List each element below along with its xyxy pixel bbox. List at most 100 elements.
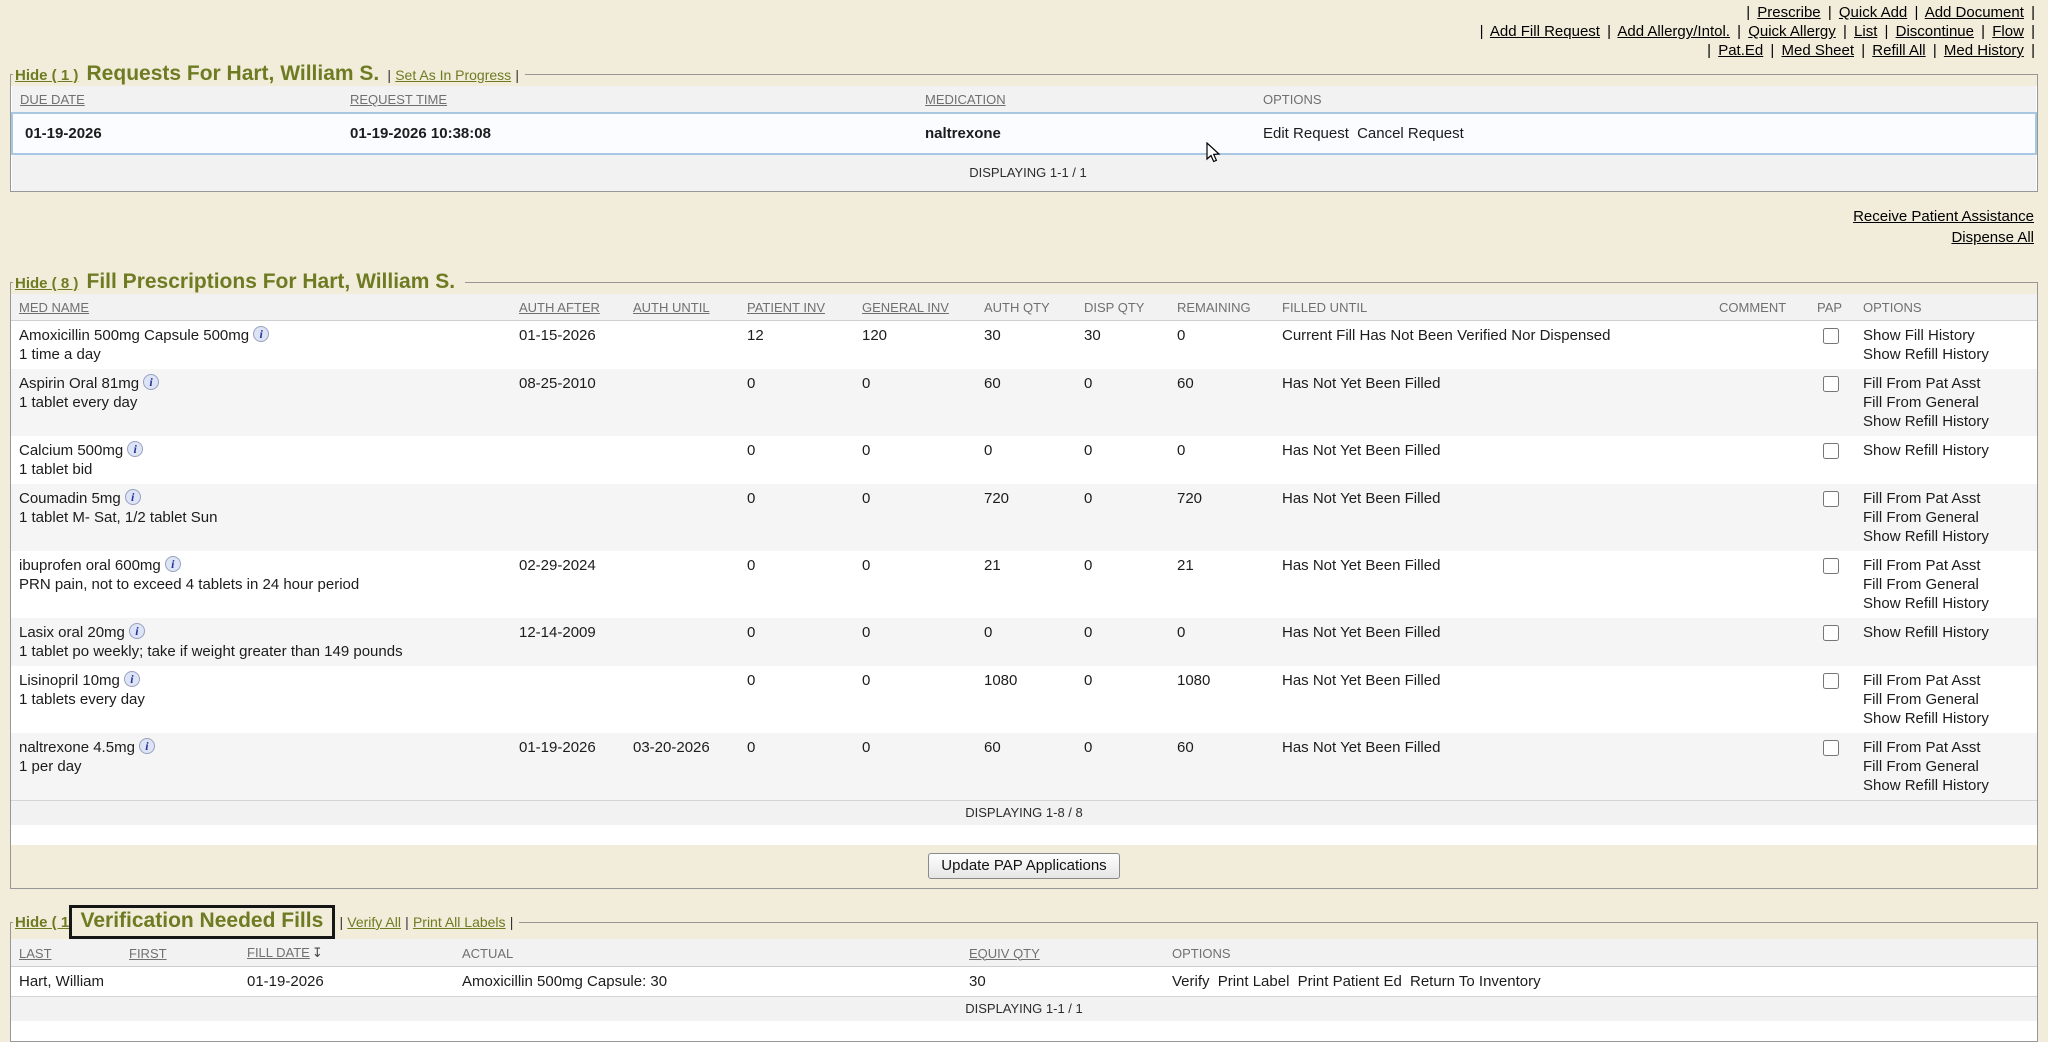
info-icon[interactable]: i bbox=[125, 489, 141, 505]
nav-list-link[interactable]: List bbox=[1854, 23, 1877, 40]
med-name[interactable]: Lisinopril 10mg bbox=[19, 672, 120, 689]
fill-from-pat-asst-link[interactable]: Fill From Pat Asst bbox=[1863, 671, 2031, 690]
info-icon[interactable]: i bbox=[124, 671, 140, 687]
med-name[interactable]: Calcium 500mg bbox=[19, 442, 123, 459]
pap-checkbox[interactable] bbox=[1823, 625, 1839, 641]
update-pap-applications-button[interactable]: Update PAP Applications bbox=[928, 853, 1119, 879]
med-name[interactable]: Amoxicillin 500mg Capsule 500mg bbox=[19, 327, 249, 344]
pap-checkbox[interactable] bbox=[1823, 740, 1839, 756]
verify-all-link[interactable]: Verify All bbox=[347, 914, 401, 930]
nav-add-allergy-link[interactable]: Add Allergy/Intol. bbox=[1617, 23, 1730, 40]
col-auth-until[interactable]: AUTH UNTIL bbox=[625, 294, 739, 321]
nav-discontinue-link[interactable]: Discontinue bbox=[1896, 23, 1974, 40]
fill-from-pat-asst-link[interactable]: Fill From Pat Asst bbox=[1863, 489, 2031, 508]
col-med-name[interactable]: MED NAME bbox=[11, 294, 511, 321]
nav-refill-all-link[interactable]: Refill All bbox=[1872, 42, 1925, 59]
auth-after-cell bbox=[511, 436, 625, 484]
comment-cell bbox=[1711, 618, 1809, 666]
col-first[interactable]: FIRST bbox=[121, 939, 239, 967]
receive-patient-assistance-link[interactable]: Receive Patient Assistance bbox=[0, 206, 2034, 227]
show-refill-history-link[interactable]: Show Refill History bbox=[1863, 776, 2031, 795]
info-icon[interactable]: i bbox=[129, 623, 145, 639]
auth-after-cell: 12-14-2009 bbox=[511, 618, 625, 666]
med-name[interactable]: ibuprofen oral 600mg bbox=[19, 557, 161, 574]
info-icon[interactable]: i bbox=[139, 738, 155, 754]
fill-from-pat-asst-link[interactable]: Fill From Pat Asst bbox=[1863, 738, 2031, 757]
med-name[interactable]: naltrexone 4.5mg bbox=[19, 739, 135, 756]
auth-after-cell bbox=[511, 484, 625, 551]
nav-pated-link[interactable]: Pat.Ed bbox=[1718, 42, 1763, 59]
col-patient-inv[interactable]: PATIENT INV bbox=[739, 294, 854, 321]
pap-checkbox[interactable] bbox=[1823, 558, 1839, 574]
col-due-date[interactable]: DUE DATE bbox=[12, 86, 342, 113]
fill-from-general-link[interactable]: Fill From General bbox=[1863, 690, 2031, 709]
nav-add-fill-request-link[interactable]: Add Fill Request bbox=[1490, 23, 1600, 40]
col-request-time[interactable]: REQUEST TIME bbox=[342, 86, 917, 113]
set-as-in-progress-link[interactable]: Set As In Progress bbox=[395, 67, 511, 83]
return-to-inventory-link[interactable]: Return To Inventory bbox=[1410, 973, 1541, 990]
show-refill-history-link[interactable]: Show Refill History bbox=[1863, 623, 2031, 642]
pap-checkbox[interactable] bbox=[1823, 491, 1839, 507]
med-name[interactable]: Lasix oral 20mg bbox=[19, 624, 125, 641]
nav-add-document-link[interactable]: Add Document bbox=[1925, 4, 2024, 21]
right-links: Receive Patient Assistance Dispense All bbox=[0, 192, 2048, 248]
pap-checkbox[interactable] bbox=[1823, 673, 1839, 689]
nav-prescribe-link[interactable]: Prescribe bbox=[1757, 4, 1820, 21]
info-icon[interactable]: i bbox=[143, 374, 159, 390]
pap-checkbox[interactable] bbox=[1823, 328, 1839, 344]
fill-from-pat-asst-link[interactable]: Fill From Pat Asst bbox=[1863, 556, 2031, 575]
show-refill-history-link[interactable]: Show Refill History bbox=[1863, 441, 2031, 460]
info-icon[interactable]: i bbox=[127, 441, 143, 457]
nav-med-history-link[interactable]: Med History bbox=[1944, 42, 2024, 59]
show-refill-history-link[interactable]: Show Refill History bbox=[1863, 345, 2031, 364]
col-equiv-qty[interactable]: EQUIV QTY bbox=[961, 939, 1164, 967]
disp-qty-cell: 0 bbox=[1076, 733, 1169, 801]
info-icon[interactable]: i bbox=[165, 556, 181, 572]
fill-from-general-link[interactable]: Fill From General bbox=[1863, 508, 2031, 527]
nav-med-sheet-link[interactable]: Med Sheet bbox=[1781, 42, 1854, 59]
pap-checkbox[interactable] bbox=[1823, 443, 1839, 459]
verify-header-row: LAST FIRST FILL DATE↧ ACTUAL EQUIV QTY O… bbox=[11, 939, 2037, 967]
verify-options-cell: Verify Print Label Print Patient Ed Retu… bbox=[1164, 967, 2037, 997]
pap-checkbox[interactable] bbox=[1823, 376, 1839, 392]
nav-flow-link[interactable]: Flow bbox=[1992, 23, 2024, 40]
col-medication[interactable]: MEDICATION bbox=[917, 86, 1255, 113]
col-auth-after[interactable]: AUTH AFTER bbox=[511, 294, 625, 321]
dispense-all-link[interactable]: Dispense All bbox=[0, 227, 2034, 248]
request-row[interactable]: 01-19-2026 01-19-2026 10:38:08 naltrexon… bbox=[12, 113, 2036, 154]
pap-cell bbox=[1809, 484, 1855, 551]
col-general-inv[interactable]: GENERAL INV bbox=[854, 294, 976, 321]
fill-from-general-link[interactable]: Fill From General bbox=[1863, 757, 2031, 776]
fill-from-general-link[interactable]: Fill From General bbox=[1863, 393, 2031, 412]
col-fill-date[interactable]: FILL DATE↧ bbox=[239, 939, 454, 967]
fill-hide-link[interactable]: Hide ( 8 ) bbox=[15, 275, 78, 292]
edit-request-link[interactable]: Edit Request bbox=[1263, 125, 1349, 142]
med-name[interactable]: Coumadin 5mg bbox=[19, 490, 121, 507]
sort-desc-icon: ↧ bbox=[312, 945, 323, 961]
show-refill-history-link[interactable]: Show Refill History bbox=[1863, 594, 2031, 613]
show-refill-history-link[interactable]: Show Refill History bbox=[1863, 709, 2031, 728]
print-patient-ed-link[interactable]: Print Patient Ed bbox=[1298, 973, 1402, 990]
auth-after-cell: 01-15-2026 bbox=[511, 321, 625, 370]
nav-quick-allergy-link[interactable]: Quick Allergy bbox=[1748, 23, 1836, 40]
print-all-labels-link[interactable]: Print All Labels bbox=[413, 914, 506, 930]
fill-row-naltrexone: naltrexone 4.5mgi 1 per day 01-19-2026 0… bbox=[11, 733, 2037, 801]
info-icon[interactable]: i bbox=[253, 326, 269, 342]
show-refill-history-link[interactable]: Show Refill History bbox=[1863, 412, 2031, 431]
cancel-request-link[interactable]: Cancel Request bbox=[1357, 125, 1464, 142]
col-last[interactable]: LAST bbox=[11, 939, 121, 967]
show-refill-history-link[interactable]: Show Refill History bbox=[1863, 527, 2031, 546]
nav-quick-add-link[interactable]: Quick Add bbox=[1839, 4, 1907, 21]
patient-inv-cell: 0 bbox=[739, 436, 854, 484]
fill-from-general-link[interactable]: Fill From General bbox=[1863, 575, 2031, 594]
verify-link[interactable]: Verify bbox=[1172, 973, 1210, 990]
print-label-link[interactable]: Print Label bbox=[1218, 973, 1290, 990]
med-name[interactable]: Aspirin Oral 81mg bbox=[19, 375, 139, 392]
auth-qty-cell: 60 bbox=[976, 369, 1076, 436]
auth-qty-cell: 1080 bbox=[976, 666, 1076, 733]
fill-from-pat-asst-link[interactable]: Fill From Pat Asst bbox=[1863, 374, 2031, 393]
show-fill-history-link[interactable]: Show Fill History bbox=[1863, 326, 2031, 345]
requests-hide-link[interactable]: Hide ( 1 ) bbox=[15, 67, 78, 84]
verify-displaying: DISPLAYING 1-1 / 1 bbox=[11, 997, 2037, 1022]
requests-header-row: DUE DATE REQUEST TIME MEDICATION OPTIONS bbox=[12, 86, 2036, 113]
